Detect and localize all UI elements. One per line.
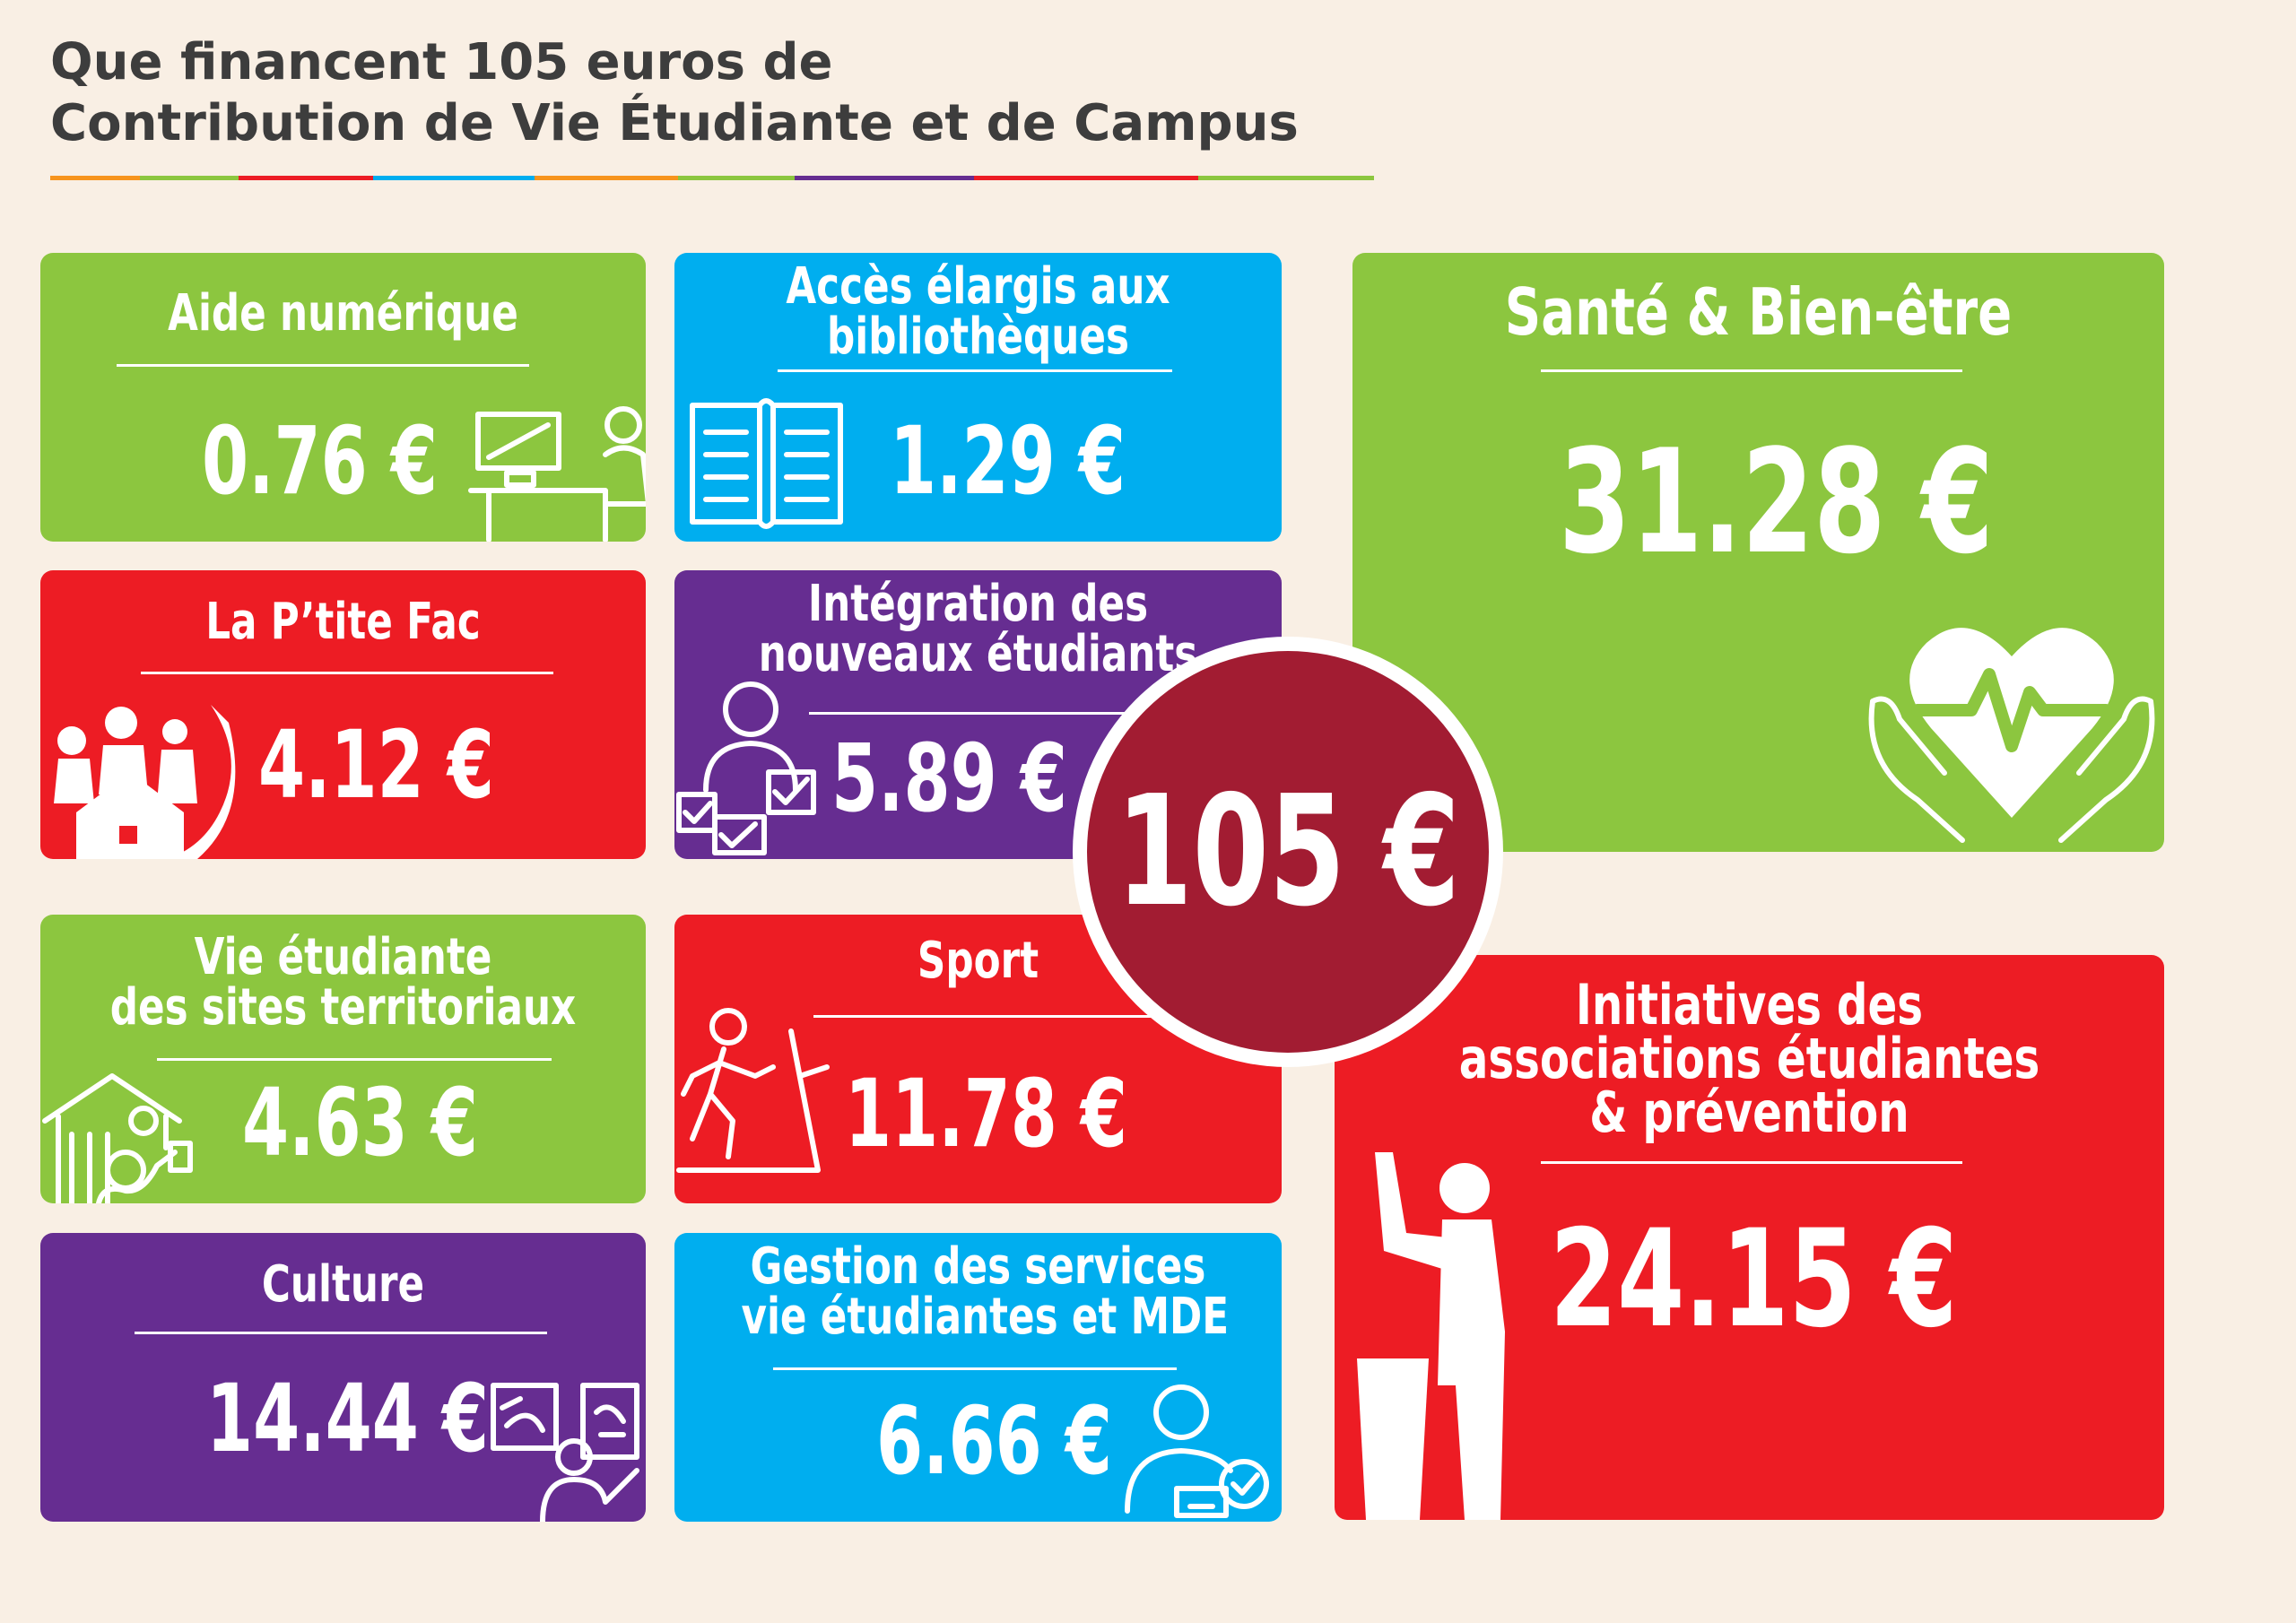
card-label-line: Vie étudiante [194, 928, 492, 986]
card-label-line: des sites territoriaux [109, 978, 577, 1037]
title-rule [50, 176, 1374, 180]
card-initiatives: Initiatives des associations étudiantes & … [1335, 955, 2164, 1520]
card-label-line: associations étudiantes [1458, 1026, 2040, 1091]
card-value: 0.76 € [202, 406, 438, 516]
card-divider [1541, 1161, 1962, 1164]
card-divider [135, 1332, 547, 1334]
card-value: 5.89 € [831, 724, 1067, 833]
card-label-line: Santé & Bien-être [1504, 274, 2013, 350]
card-label: Intégration des nouveaux étudiants [741, 579, 1214, 680]
card-culture: Culture 14.44 € [40, 1233, 646, 1522]
card-label-line: & prévention [1589, 1080, 1909, 1145]
card-divider [157, 1058, 552, 1061]
card-label-line: La P’tite Fac [205, 593, 481, 651]
total-value: 105 € [1116, 763, 1460, 941]
card-divider [778, 369, 1172, 372]
card-label: Initiatives des associations étudiantes & … [1426, 972, 2074, 1145]
card-label-line: vie étudiantes et MDE [741, 1288, 1230, 1346]
card-label-line: Initiatives des [1575, 972, 1924, 1037]
card-label: Aide numérique [107, 289, 579, 339]
total-circle: 105 € [1073, 637, 1503, 1067]
user-check-icon [1118, 1381, 1271, 1520]
card-value: 6.66 € [876, 1386, 1112, 1496]
heart-in-hands-icon [1864, 594, 2160, 845]
card-value: 4.63 € [242, 1068, 478, 1177]
card-label-line: bibliothèques [826, 308, 1130, 366]
card-value: 4.12 € [258, 710, 494, 820]
page-title: Que financent 105 euros de Contribution … [50, 32, 1299, 154]
computer-user-icon [468, 405, 646, 542]
card-gestion: Gestion des services vie étudiantes et MD… [674, 1233, 1282, 1522]
card-value: 24.15 € [1550, 1202, 1958, 1358]
card-label-line: Accès élargis aux [786, 257, 1170, 316]
card-label: La P’tite Fac [107, 597, 579, 647]
card-label-line: Gestion des services [750, 1237, 1206, 1296]
card-aide-numerique: Aide numérique 0.76 € [40, 253, 646, 542]
card-sport: Sport 11.78 € [674, 915, 1282, 1203]
card-value: 31.28 € [1559, 418, 1994, 586]
person-checklist-icon [674, 673, 822, 857]
card-sites-territoriaux: Vie étudiante des sites territoriaux 4.63 … [40, 915, 646, 1203]
presentation-board-icon [489, 1367, 646, 1522]
card-sante: Santé & Bien-être 31.28 € [1352, 253, 2164, 852]
card-ptite-fac: La P’tite Fac 4.12 € [40, 570, 646, 859]
speaker-podium-icon [1357, 1152, 1518, 1520]
card-value: 1.29 € [890, 406, 1126, 516]
card-divider [809, 712, 1168, 715]
card-value: 11.78 € [845, 1059, 1128, 1168]
card-label: Santé & Bien-être [1442, 280, 2075, 344]
open-book-icon [683, 387, 849, 531]
card-divider [141, 672, 553, 674]
card-label: Accès élargis aux bibliothèques [741, 262, 1214, 362]
card-label-line: nouveaux étudiants [758, 625, 1198, 683]
card-divider [773, 1367, 1177, 1370]
card-divider [117, 364, 529, 367]
card-label: Vie étudiante des sites territoriaux [107, 933, 579, 1033]
family-house-icon [40, 705, 247, 859]
card-divider [1541, 369, 1962, 372]
title-line-1: Que financent 105 euros de [50, 33, 833, 91]
card-label-line: Intégration des [807, 575, 1149, 633]
card-bibliotheques: Accès élargis aux bibliothèques 1.29 € [674, 253, 1282, 542]
card-label: Sport [741, 936, 1214, 986]
campus-building-icon [40, 1058, 197, 1203]
treadmill-runner-icon [674, 1004, 830, 1184]
card-label-line: Aide numérique [168, 284, 518, 343]
card-value: 14.44 € [206, 1364, 490, 1473]
card-label: Culture [107, 1260, 579, 1310]
card-divider [813, 1015, 1172, 1018]
card-label-line: Sport [917, 932, 1039, 990]
card-label: Gestion des services vie étudiantes et MD… [741, 1237, 1230, 1346]
card-label-line: Culture [261, 1255, 425, 1314]
title-line-2: Contribution de Vie Étudiante et de Camp… [50, 94, 1299, 152]
